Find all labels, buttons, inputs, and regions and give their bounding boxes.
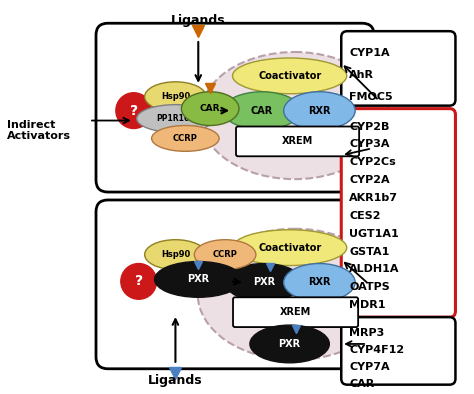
Ellipse shape bbox=[283, 264, 355, 301]
Text: Indirect
Activators: Indirect Activators bbox=[7, 120, 71, 141]
Ellipse shape bbox=[233, 230, 346, 266]
Ellipse shape bbox=[145, 82, 206, 112]
Text: XREM: XREM bbox=[282, 136, 313, 147]
FancyBboxPatch shape bbox=[233, 297, 358, 327]
FancyBboxPatch shape bbox=[96, 23, 374, 192]
Ellipse shape bbox=[198, 229, 392, 360]
Text: CYP2Cs: CYP2Cs bbox=[349, 157, 396, 167]
Text: UGT1A1: UGT1A1 bbox=[349, 229, 399, 239]
Text: CAR: CAR bbox=[251, 106, 273, 115]
Text: CYP2A: CYP2A bbox=[349, 175, 390, 185]
FancyBboxPatch shape bbox=[96, 200, 374, 369]
Text: CYP7A: CYP7A bbox=[349, 362, 390, 372]
Text: PXR: PXR bbox=[279, 339, 301, 349]
Text: FMOC5: FMOC5 bbox=[349, 92, 393, 102]
Ellipse shape bbox=[152, 126, 219, 151]
Text: ?: ? bbox=[135, 274, 143, 288]
Text: CYP4F12: CYP4F12 bbox=[349, 345, 404, 355]
Ellipse shape bbox=[225, 264, 302, 301]
Text: ALDH1A: ALDH1A bbox=[349, 264, 400, 275]
Ellipse shape bbox=[145, 240, 206, 269]
Ellipse shape bbox=[155, 262, 242, 297]
FancyBboxPatch shape bbox=[236, 126, 359, 156]
Text: CYP2B: CYP2B bbox=[349, 121, 390, 132]
Text: CYP1A: CYP1A bbox=[349, 48, 390, 58]
Text: CAR: CAR bbox=[349, 379, 374, 388]
Text: MDR1: MDR1 bbox=[349, 300, 386, 310]
Text: PXR: PXR bbox=[187, 274, 210, 284]
Text: OATPS: OATPS bbox=[349, 282, 390, 292]
Text: PXR: PXR bbox=[253, 277, 275, 287]
Text: RXR: RXR bbox=[308, 277, 331, 287]
Ellipse shape bbox=[233, 58, 346, 94]
Text: Coactivator: Coactivator bbox=[258, 71, 321, 81]
Text: CYP3A: CYP3A bbox=[349, 139, 390, 149]
Text: Hsp90: Hsp90 bbox=[161, 92, 190, 101]
Ellipse shape bbox=[137, 105, 214, 132]
Text: Ligands: Ligands bbox=[171, 14, 226, 27]
Text: Hsp90: Hsp90 bbox=[161, 250, 190, 259]
Text: RXR: RXR bbox=[308, 106, 331, 115]
Ellipse shape bbox=[283, 92, 355, 130]
Circle shape bbox=[116, 93, 152, 128]
Text: CAR: CAR bbox=[200, 104, 220, 113]
Ellipse shape bbox=[250, 325, 329, 363]
Text: CCRP: CCRP bbox=[173, 134, 198, 143]
Text: AKR1b7: AKR1b7 bbox=[349, 193, 398, 203]
Text: AhR: AhR bbox=[349, 70, 374, 80]
Text: ?: ? bbox=[130, 104, 138, 118]
Ellipse shape bbox=[182, 92, 239, 126]
Text: Coactivator: Coactivator bbox=[258, 243, 321, 253]
FancyBboxPatch shape bbox=[341, 317, 456, 385]
Text: CES2: CES2 bbox=[349, 211, 381, 221]
Ellipse shape bbox=[223, 92, 301, 130]
FancyBboxPatch shape bbox=[341, 109, 456, 317]
Text: MRP3: MRP3 bbox=[349, 328, 384, 338]
Ellipse shape bbox=[200, 52, 389, 179]
Text: CCRP: CCRP bbox=[213, 250, 237, 259]
Text: XREM: XREM bbox=[280, 307, 311, 317]
Circle shape bbox=[121, 264, 156, 299]
Text: Ligands: Ligands bbox=[148, 374, 203, 387]
Ellipse shape bbox=[194, 240, 256, 269]
Text: PP1R16A: PP1R16A bbox=[156, 114, 195, 123]
Text: GSTA1: GSTA1 bbox=[349, 247, 390, 256]
FancyBboxPatch shape bbox=[341, 31, 456, 106]
